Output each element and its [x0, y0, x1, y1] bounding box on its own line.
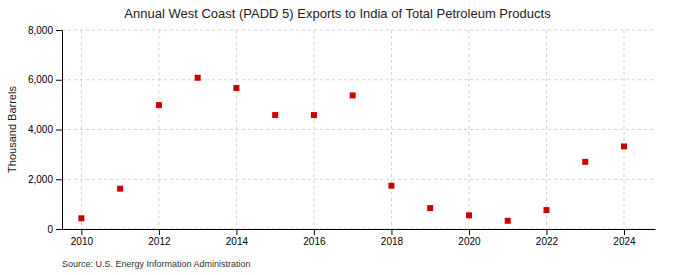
point	[117, 186, 123, 192]
points	[78, 75, 627, 224]
x-tick-mark	[81, 229, 82, 235]
y-tick: 8,000	[28, 25, 62, 36]
plot-area: 2010 2012 2014 2016 2018 2020 2022 2024 0 2,000 4,…	[28, 25, 656, 247]
y-tick-mark	[56, 30, 62, 31]
x-tick-mark	[159, 229, 160, 235]
x-tick: 2014	[226, 229, 249, 247]
y-axis: 0 2,000 4,000 6,000 8,000	[28, 25, 63, 235]
point	[427, 205, 433, 211]
title: Annual West Coast (PADD 5) Exports to In…	[124, 6, 551, 21]
x-tick-label: 2012	[148, 236, 171, 247]
x-tick-label: 2022	[536, 236, 559, 247]
point	[621, 143, 627, 149]
y-grid-line	[62, 129, 655, 130]
point	[505, 218, 511, 224]
y-tick-label: 6,000	[28, 74, 53, 85]
y-tick: 0	[47, 224, 62, 235]
x-tick-mark	[391, 229, 392, 235]
x-tick-label: 2018	[381, 236, 404, 247]
x-tick-mark	[469, 229, 470, 235]
x-tick: 2022	[536, 229, 559, 247]
x-tick-mark	[314, 229, 315, 235]
x-tick-mark	[546, 229, 547, 235]
point	[543, 207, 549, 213]
y-tick: 6,000	[28, 74, 62, 85]
y-tick-mark	[56, 80, 62, 81]
y-axis-title: Thousand Barrels	[6, 86, 18, 173]
x-axis: 2010 2012 2014 2016 2018 2020 2022 2024	[63, 229, 656, 247]
x-tick-label: 2010	[71, 236, 94, 247]
point	[388, 183, 394, 189]
x-grid-line	[468, 30, 469, 229]
y-grid-line	[62, 229, 655, 230]
point	[350, 92, 356, 98]
x-tick: 2024	[613, 229, 636, 247]
point	[466, 212, 472, 218]
y-tick-label: 2,000	[28, 174, 53, 185]
y-tick-mark	[56, 130, 62, 131]
y-axis-line	[62, 31, 63, 230]
y-tick-mark	[56, 229, 62, 230]
point	[233, 85, 239, 91]
x-grid-line	[546, 30, 547, 229]
point	[311, 112, 317, 118]
x-tick-mark	[624, 229, 625, 235]
y-tick-mark	[56, 179, 62, 180]
chart-container: 2010 2012 2014 2016 2018 2020 2022 2024 0 2,000 4,…	[0, 0, 675, 275]
x-tick: 2020	[458, 229, 481, 247]
y-tick-label: 8,000	[28, 25, 53, 36]
x-tick: 2018	[381, 229, 404, 247]
x-grid-line	[623, 30, 624, 229]
x-tick: 2016	[303, 229, 326, 247]
point	[78, 215, 84, 221]
x-grid-line	[391, 30, 392, 229]
x-tick-label: 2020	[458, 236, 481, 247]
point	[195, 75, 201, 81]
x-tick-label: 2014	[226, 236, 249, 247]
grid	[62, 30, 655, 229]
point	[156, 102, 162, 108]
chart-svg: 2010 2012 2014 2016 2018 2020 2022 2024 0 2,000 4,…	[0, 0, 675, 275]
y-grid-line	[62, 79, 655, 80]
x-tick: 2012	[148, 229, 171, 247]
y-tick-label: 0	[47, 224, 53, 235]
x-tick-mark	[236, 229, 237, 235]
y-tick: 2,000	[28, 174, 62, 185]
y-grid-line	[62, 179, 655, 180]
x-tick-label: 2016	[303, 236, 326, 247]
point	[582, 159, 588, 165]
x-tick: 2010	[71, 229, 94, 247]
y-grid-line	[62, 30, 655, 31]
point	[272, 112, 278, 118]
y-tick: 4,000	[28, 124, 62, 135]
x-tick-label: 2024	[613, 236, 636, 247]
x-axis-line	[63, 229, 656, 230]
y-tick-label: 4,000	[28, 124, 53, 135]
source-note: Source: U.S. Energy Information Administ…	[62, 259, 251, 269]
